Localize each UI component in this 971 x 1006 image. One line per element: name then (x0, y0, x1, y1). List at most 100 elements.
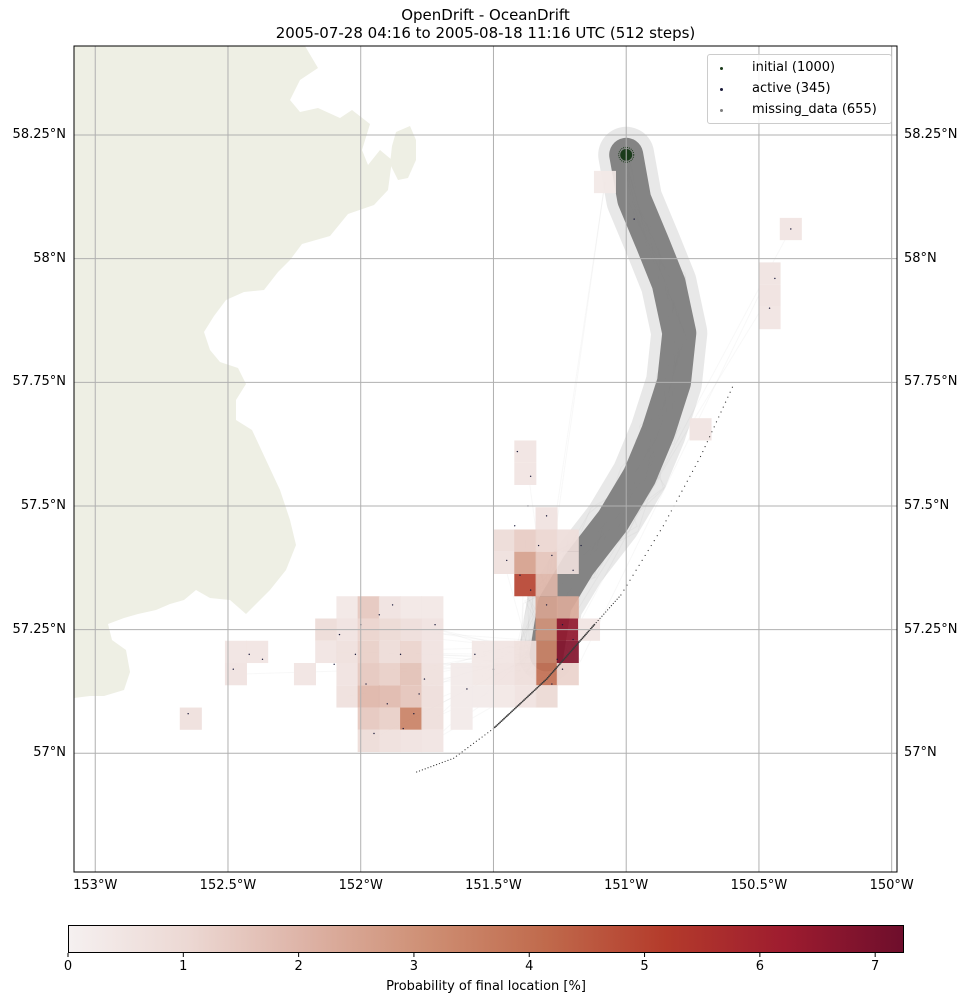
missing-data-point (444, 760, 446, 763)
missing-data-point (576, 642, 579, 645)
active-point (248, 653, 250, 656)
missing-data-point (490, 730, 492, 732)
lon-label: 151°W (604, 878, 649, 893)
active-point (551, 683, 553, 685)
missing-data-point (536, 686, 539, 689)
probability-cell (357, 729, 380, 753)
missing-data-point (722, 406, 724, 408)
missing-data-point (523, 699, 525, 702)
missing-data-point (694, 465, 696, 468)
active-point (261, 658, 264, 661)
lat-label-right: 57.75°N (904, 374, 958, 390)
probability-cell (378, 640, 401, 664)
probability-cell (378, 685, 401, 708)
missing-data-point (641, 559, 643, 561)
missing-data-point (635, 569, 637, 571)
active-point (373, 732, 375, 735)
missing-data-point (699, 455, 702, 458)
missing-data-point (533, 689, 536, 692)
probability-cell (400, 707, 423, 730)
missing-data-point (527, 695, 529, 698)
missing-data-point (564, 656, 567, 659)
probability-cell (535, 663, 558, 686)
probability-cell (493, 529, 516, 552)
probability-cell (514, 573, 537, 597)
probability-cell (689, 418, 712, 441)
probability-cell (336, 640, 359, 664)
lat-label-left: 57.25°N (12, 621, 66, 637)
probability-cell (421, 663, 444, 686)
active-point (768, 307, 771, 309)
lon-label: 150.5°W (730, 878, 788, 893)
probability-cell (471, 663, 494, 686)
missing-data-point (548, 675, 550, 678)
missing-data-point (430, 766, 432, 768)
active-point (386, 703, 388, 705)
active-point (365, 683, 367, 685)
probability-cell (593, 170, 616, 194)
missing-data-point (591, 626, 593, 629)
legend-missing-label: missing_data (655) (752, 102, 877, 117)
missing-data-point (421, 769, 423, 771)
missing-data-point (585, 633, 587, 636)
missing-data-point (650, 544, 652, 547)
probability-cell (450, 685, 473, 708)
missing-data-point (464, 749, 466, 751)
legend-initial-dot-icon (720, 67, 723, 70)
missing-data-point (499, 721, 502, 724)
legend-active-label: active (345) (752, 81, 831, 96)
missing-data-point (558, 663, 561, 666)
probability-cell (357, 685, 380, 708)
lat-label-right: 57.25°N (904, 621, 958, 637)
active-point (187, 713, 189, 715)
probability-cell (535, 596, 558, 619)
probability-cell (514, 663, 537, 686)
colorbar-tick-label: 5 (640, 959, 649, 974)
missing-data-point (416, 771, 418, 773)
legend: initial (1000) active (345) missing_data… (707, 54, 892, 124)
active-point (474, 653, 476, 656)
missing-data-point (632, 574, 634, 576)
missing-data-point (539, 684, 541, 687)
colorbar-tick-label: 4 (525, 959, 534, 974)
active-point (545, 515, 548, 517)
missing-data-point (697, 460, 699, 463)
probability-cells (179, 170, 802, 753)
probability-cell (378, 729, 401, 753)
active-point (572, 569, 574, 571)
probability-cell (246, 640, 269, 664)
missing-data-point (481, 736, 483, 738)
missing-data-point (610, 605, 613, 607)
missing-data-point (545, 678, 548, 681)
missing-data-point (592, 625, 595, 627)
probability-cell (357, 596, 380, 619)
lat-label-left: 57°N (33, 745, 66, 761)
missing-data-point (508, 712, 511, 715)
active-point (556, 658, 558, 661)
active-point (333, 663, 335, 665)
lat-label-left: 58°N (33, 250, 66, 266)
missing-data-point (569, 650, 572, 653)
probability-cell (421, 707, 444, 730)
missing-data-point (731, 386, 734, 388)
missing-data-point (595, 621, 597, 624)
missing-data-point (529, 693, 532, 695)
colorbar-tick-label: 2 (294, 959, 303, 974)
missing-data-point (517, 704, 520, 706)
missing-data-point (574, 645, 577, 648)
missing-data-point (516, 705, 519, 708)
missing-data-point (573, 646, 575, 649)
active-point (561, 668, 564, 670)
missing-data-point (647, 549, 649, 552)
probability-cell (336, 663, 359, 686)
missing-data-point (608, 607, 611, 609)
active-point (561, 623, 564, 626)
lat-label-left: 58.25°N (12, 127, 66, 143)
probability-cell (493, 685, 516, 708)
probability-cell (357, 707, 380, 730)
probability-cell (400, 640, 423, 664)
probability-cell (378, 596, 401, 619)
active-point (338, 633, 341, 636)
missing-data-point (497, 722, 500, 725)
